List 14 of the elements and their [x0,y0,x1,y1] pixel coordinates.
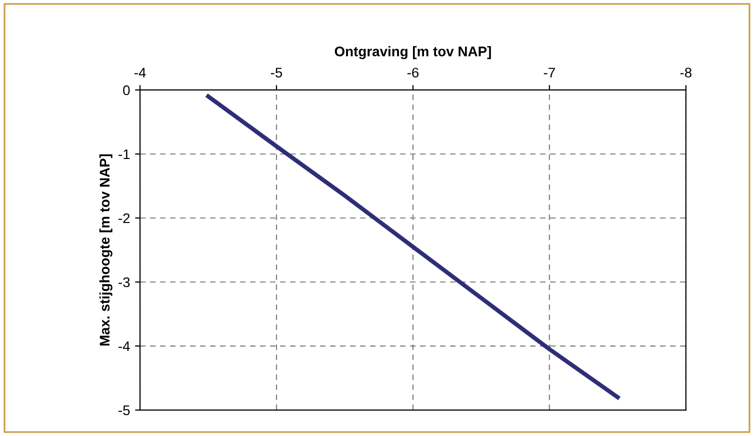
x-tick-label: -8 [680,68,692,78]
x-tick-label: -6 [407,68,419,78]
y-axis-title: Max. stijghoogte [m tov NAP] [99,154,112,346]
line-series [206,94,620,400]
x-axis-title: Ontgraving [m tov NAP] [334,46,491,60]
y-tick-label: -3 [118,277,130,288]
y-tick-label: -4 [118,341,130,352]
y-tick-label: -1 [118,149,130,160]
x-tick-label: -5 [270,68,282,78]
y-tick-label: 0 [123,85,130,96]
x-tick-label: -7 [544,68,555,78]
x-tick-label: -4 [134,68,146,78]
y-tick-label: -2 [118,213,130,224]
y-tick-label: -5 [118,405,130,416]
